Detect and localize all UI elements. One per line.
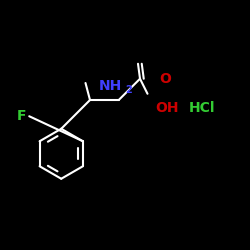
Text: NH: NH (99, 79, 122, 93)
Text: OH: OH (155, 100, 179, 114)
Text: HCl: HCl (189, 100, 216, 114)
Text: 2: 2 (125, 85, 132, 95)
Text: F: F (16, 109, 26, 123)
Text: O: O (159, 72, 171, 86)
